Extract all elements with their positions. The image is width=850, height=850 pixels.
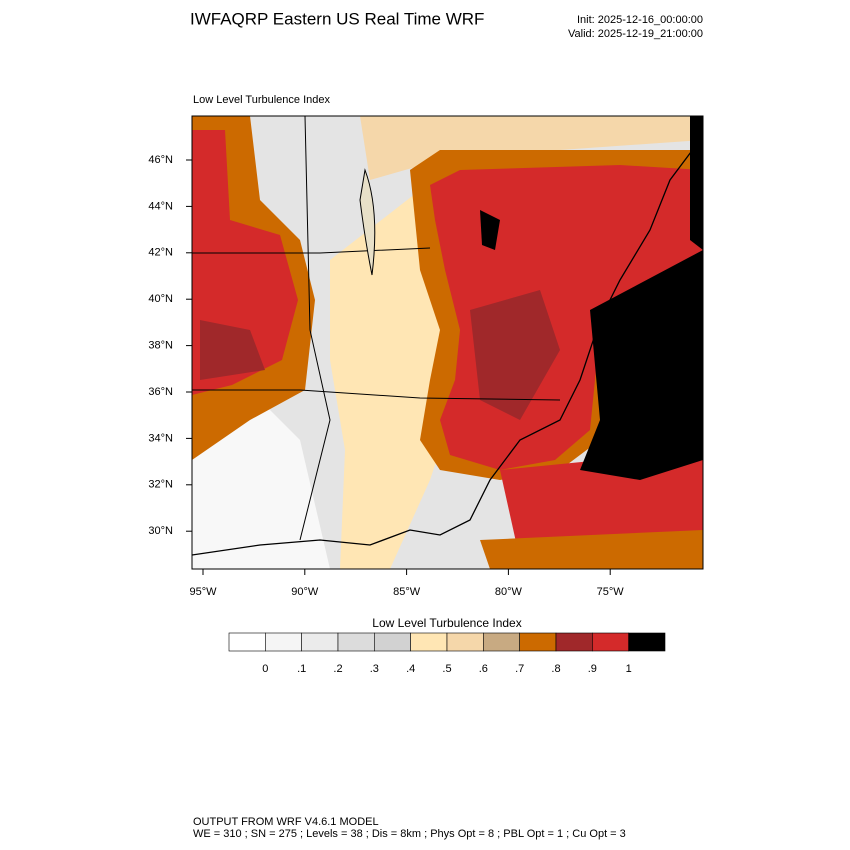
init-time: Init: 2025-12-16_00:00:00 [577, 14, 703, 26]
field-orange-ocean [480, 530, 703, 569]
colorbar-label: .5 [442, 663, 451, 675]
colorbar-box [628, 632, 666, 652]
lon-label: 90°W [291, 586, 319, 598]
field-low [192, 400, 330, 569]
colorbar-box [410, 632, 448, 652]
map-field [192, 116, 703, 569]
footer-line: OUTPUT FROM WRF V4.6.1 MODEL [193, 816, 379, 828]
map-frame [191, 115, 704, 570]
lat-label: 34°N [148, 432, 173, 444]
field-black-ne [690, 116, 703, 250]
colorbar-box [301, 632, 339, 652]
colorbar-label: 1 [626, 663, 632, 675]
colorbar-box [555, 632, 593, 652]
field-brown-west [200, 320, 265, 380]
lat-label: 36°N [148, 386, 173, 398]
lat-label: 38°N [148, 340, 173, 352]
lat-label: 46°N [148, 154, 173, 166]
colorbar: 0 .1 .2 .3 .4 .5 .6 .7 .8 .9 1 [228, 632, 666, 675]
lat-label: 32°N [148, 479, 173, 491]
lon-label: 85°W [393, 586, 421, 598]
lon-label: 95°W [189, 586, 217, 598]
field-brown-east [470, 290, 560, 420]
lat-label: 30°N [148, 525, 173, 537]
river-line [299, 116, 331, 541]
colorbar-label: .3 [370, 663, 379, 675]
field-black-lake [480, 210, 500, 250]
map-title: Low Level Turbulence Index [193, 94, 330, 106]
colorbar-box [519, 632, 557, 652]
axis-labels: 46°N 44°N 42°N 40°N 38°N 36°N 34°N 32°N 30°N 95°W… [148, 154, 624, 598]
footer-line: WE = 310 ; SN = 275 ; Levels = 38 ; Dis … [193, 828, 626, 840]
colorbar-label: .7 [515, 663, 524, 675]
lon-label: 75°W [597, 586, 625, 598]
colorbar-label: .2 [333, 663, 342, 675]
colorbar-box [446, 632, 484, 652]
colorbar-label: .4 [406, 663, 415, 675]
coastline [192, 139, 701, 556]
valid-time: Valid: 2025-12-19_21:00:00 [568, 28, 703, 40]
state-line [192, 247, 431, 254]
colorbar-box [374, 632, 411, 652]
lon-label: 80°W [495, 586, 523, 598]
colorbar-box [228, 632, 266, 652]
lat-label: 40°N [148, 293, 173, 305]
colorbar-label: .8 [551, 663, 560, 675]
colorbar-label: .1 [297, 663, 306, 675]
lat-label: 42°N [148, 247, 173, 259]
colorbar-box [483, 632, 520, 652]
field-tan [330, 190, 450, 569]
colorbar-label: .6 [479, 663, 488, 675]
colorbar-title: Low Level Turbulence Index [372, 616, 521, 630]
state-line [192, 389, 561, 401]
lat-label: 44°N [148, 200, 173, 212]
field-black-ocean [580, 250, 703, 480]
colorbar-box [592, 632, 629, 652]
colorbar-box [337, 632, 375, 652]
colorbar-label: 0 [262, 663, 268, 675]
figure-title: IWFAQRP Eastern US Real Time WRF [190, 9, 484, 28]
colorbar-label: .9 [588, 663, 597, 675]
lake-michigan [359, 168, 376, 276]
field-tan-north [360, 116, 703, 180]
colorbar-box [265, 632, 302, 652]
